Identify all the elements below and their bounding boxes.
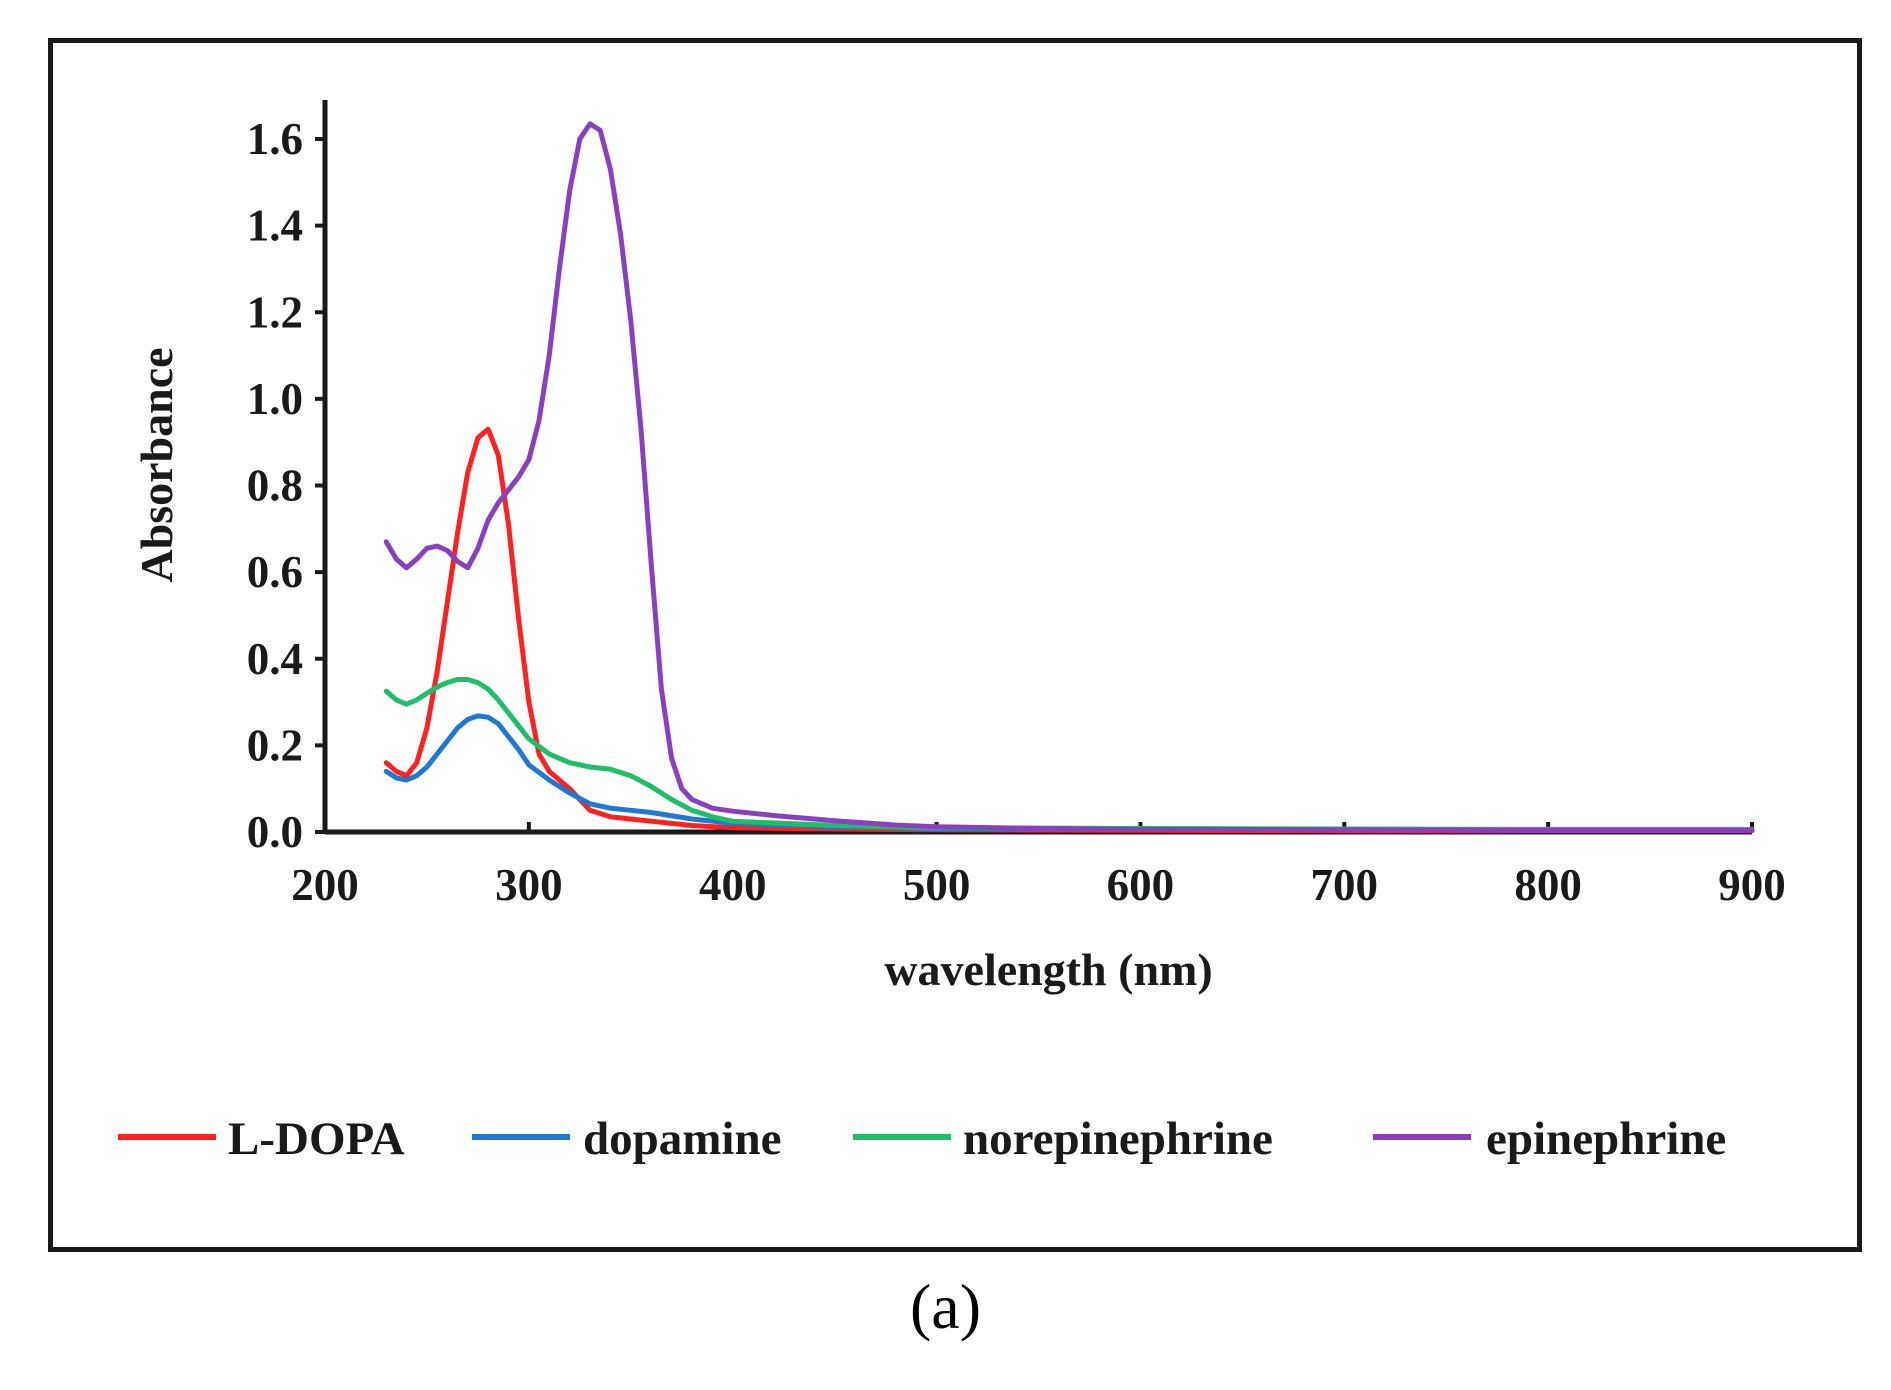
- x-tick-label: 500: [903, 860, 971, 910]
- x-tick-label: 200: [291, 860, 359, 910]
- ticks: 0.0 0.2 0.4 0.6 0.8 1.0 1.2 1.4 1.6 200 300 400 500 6…: [247, 114, 1786, 910]
- y-tick-label: 1.6: [247, 114, 303, 164]
- series-line-epinephrine: [383, 121, 1755, 833]
- y-tick-label: 0.8: [247, 461, 303, 511]
- figure-frame: [48, 38, 1862, 1252]
- y-tick-label: 0.6: [247, 547, 303, 597]
- legend-label-epinephrine: epinephrine: [1486, 1113, 1726, 1165]
- axes: [322, 100, 1752, 835]
- series-line-norepinephrine: [383, 677, 1755, 832]
- x-tick-label: 700: [1311, 860, 1379, 910]
- y-tick-label: 1.2: [247, 287, 303, 337]
- legend-label-dopamine: dopamine: [583, 1113, 782, 1165]
- y-axis-title: Absorbance: [131, 347, 182, 582]
- series-line-l-dopa: [383, 426, 1755, 834]
- x-axis-title: wavelength (nm): [884, 944, 1212, 995]
- x-tick-label: 800: [1514, 860, 1582, 910]
- y-tick-label: 0.0: [247, 807, 303, 857]
- x-tick-label: 900: [1718, 860, 1786, 910]
- x-tick-label: 400: [699, 860, 767, 910]
- series-lines: [383, 121, 1755, 834]
- x-tick-label: 600: [1107, 860, 1175, 910]
- legend-label-norepinephrine: norepinephrine: [963, 1113, 1273, 1165]
- y-tick-label: 0.2: [247, 720, 303, 770]
- legend: L-DOPA dopamine norepinephrine epinephrine: [118, 1113, 1726, 1165]
- y-tick-label: 0.4: [247, 634, 303, 684]
- x-tick-label: 300: [495, 860, 563, 910]
- legend-label-l-dopa: L-DOPA: [228, 1113, 405, 1165]
- y-tick-label: 1.0: [247, 374, 303, 424]
- y-tick-label: 1.4: [247, 201, 303, 251]
- figure-caption: (a): [909, 1271, 982, 1342]
